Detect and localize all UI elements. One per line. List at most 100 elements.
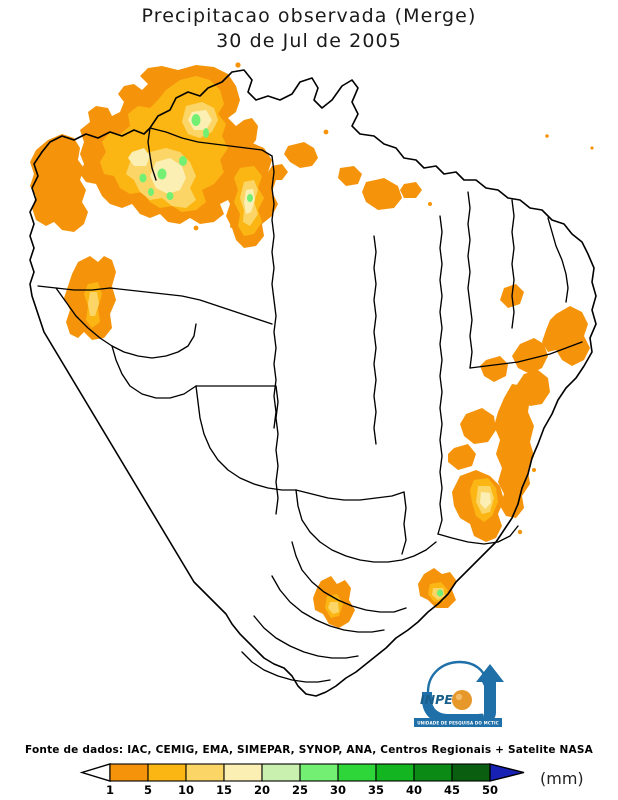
border-rondonia [111, 323, 197, 359]
precip-blob-para-coast-2 [400, 182, 422, 198]
logo-wordmark: INPE [420, 692, 453, 707]
border-tocantins-west [373, 235, 377, 445]
border-piaui-ceara [511, 199, 515, 329]
precip-blob-bahia-inland [460, 408, 496, 444]
border-minas-sp [295, 489, 437, 563]
colorbar-over-arrow [489, 763, 525, 782]
precip-core-pale-amazonas-3 [128, 148, 150, 166]
border-sc-rs [241, 651, 331, 683]
colorbar-swatch [375, 763, 415, 782]
border-amazonas-south [37, 285, 273, 325]
precip-dot-amapa [323, 129, 329, 135]
brazil-boundaries [29, 69, 597, 697]
colorbar-tick-label: 25 [292, 783, 308, 797]
colorbar-swatch [337, 763, 377, 782]
map-canvas [0, 56, 618, 736]
precip-core-cream-acre [88, 292, 99, 316]
border-sp-parana [291, 541, 407, 613]
precip-core-green-4 [139, 173, 147, 183]
precip-core-green-3 [157, 168, 167, 180]
precip-blob-amapa-1 [284, 142, 318, 168]
legend-colorbar: 1 5 10 15 20 25 30 35 40 45 50 (mm) [0, 760, 618, 800]
logo-circle-arrow-icon [426, 660, 488, 693]
colorbar-tick-label: 50 [482, 783, 498, 797]
precip-core-pale-bahia [480, 492, 491, 509]
precip-blob-pe [512, 338, 548, 374]
precip-dot-bahia-2 [532, 468, 536, 472]
border-tocantins-east [439, 215, 443, 409]
logo-arrowhead-icon [480, 678, 492, 690]
border-roraima [149, 127, 273, 157]
colorbar-unit-label: (mm) [540, 769, 584, 788]
colorbar-swatch [451, 763, 491, 782]
colorbar-tick-label: 45 [444, 783, 460, 797]
logo-sphere-icon [452, 690, 472, 710]
precip-dot-ne2 [590, 146, 594, 150]
precip-core-green-2 [179, 156, 187, 166]
logo-banner [414, 718, 502, 727]
border-bahia-south [437, 525, 519, 545]
data-source-note: Fonte de dados: IAC, CEMIG, EMA, SIMEPAR… [25, 744, 593, 756]
border-mato-grosso-south [195, 385, 297, 491]
precipitation-field [30, 62, 594, 628]
colorbar-swatch [223, 763, 263, 782]
precip-core-pale-amazonas [150, 158, 186, 194]
brazil-national-outline [29, 69, 597, 697]
page-title: Precipitacao observada (Merge) 30 de Jul… [0, 4, 618, 54]
colorbar-tick-label: 5 [144, 783, 152, 797]
precip-dot-n1 [235, 62, 241, 68]
border-minas-west [401, 491, 407, 555]
colorbar-swatch [413, 763, 453, 782]
precip-blob-amapa-2 [268, 164, 288, 180]
colorbar-swatch [261, 763, 301, 782]
precip-core-green-6 [148, 188, 154, 196]
precip-core-cream-minas [328, 602, 339, 614]
colorbar-swatch [299, 763, 339, 782]
colorbar-tick-label: 30 [330, 783, 346, 797]
precip-core-green-7 [203, 128, 209, 138]
precip-dot-coast [428, 202, 432, 206]
border-acre [55, 287, 113, 347]
colorbar-under-arrow [79, 763, 111, 782]
border-parana-sc [253, 615, 359, 659]
precip-blob-bahia-w [448, 444, 476, 470]
border-maranhao-piaui [467, 191, 473, 369]
title-line-2: 30 de Jul de 2005 [216, 30, 402, 52]
border-mato-grosso-east [275, 385, 279, 515]
precip-blob-para-coast [362, 178, 402, 210]
border-roraima-west [147, 127, 157, 181]
precip-core-green-1 [191, 114, 201, 126]
title-line-1: Precipitacao observada (Merge) [141, 5, 477, 27]
colorbar-tick-label: 1 [106, 783, 114, 797]
colorbar-tick-label: 10 [178, 783, 194, 797]
border-bahia-west [437, 407, 443, 535]
logo-tagline: UNIDADE DE PESQUISA DO MCTIC [417, 721, 499, 726]
colorbar-tick-label: 40 [406, 783, 422, 797]
border-pe-ba [469, 341, 583, 369]
colorbar-tick-label: 20 [254, 783, 270, 797]
precip-core-green-rio [436, 589, 444, 597]
precip-dot-bahia-1 [517, 529, 523, 535]
precip-dot-n2 [193, 225, 199, 231]
precip-blob-ne-inland [480, 356, 508, 382]
border-goias-minas [295, 489, 405, 501]
border-rondonia-south [111, 345, 197, 399]
colorbar-swatch [185, 763, 225, 782]
colorbar-tick-label: 35 [368, 783, 384, 797]
precip-blob-amazonas-west [30, 134, 88, 232]
precip-core-green-5 [166, 192, 174, 200]
colorbar-ticks: 1 5 10 15 20 25 30 35 40 45 50 [106, 783, 498, 797]
border-amazonas-para [271, 155, 277, 429]
border-sp-south [271, 575, 385, 633]
precip-dot-ne [545, 134, 549, 138]
logo-sphere-shine-icon [455, 693, 463, 701]
precip-blob-marajo [338, 166, 362, 186]
colorbar-swatch [109, 763, 149, 782]
colorbar-swatch [147, 763, 187, 782]
precip-core-green-para [247, 194, 253, 202]
colorbar-swatches [79, 763, 525, 782]
inpe-logo: INPE UNIDADE DE PESQUISA DO MCTIC [398, 652, 510, 730]
border-ceara-rn [547, 217, 569, 303]
precip-blob-rn-pb [542, 306, 590, 366]
